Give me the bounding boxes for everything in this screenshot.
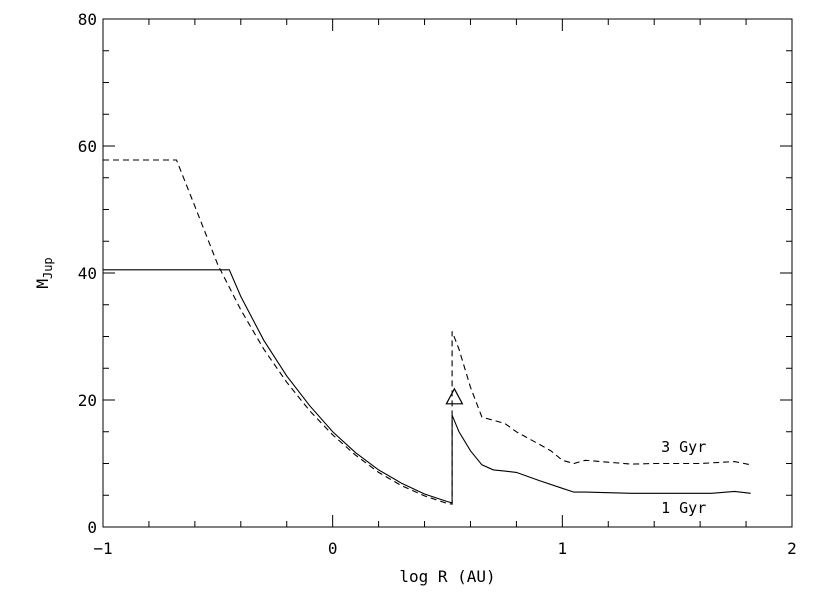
y-tick-label: 40 — [78, 264, 97, 283]
y-axis-label-main: M — [33, 279, 52, 289]
x-tick-label: 1 — [558, 539, 568, 558]
y-tick-label: 80 — [78, 10, 97, 29]
series-annotation: 3 Gyr — [661, 438, 706, 456]
y-tick-label: 60 — [78, 137, 97, 156]
triangle-marker — [445, 387, 464, 405]
series-line-3-gyr — [103, 159, 751, 505]
series-line-1-gyr — [103, 269, 751, 504]
y-tick-label: 0 — [87, 518, 97, 537]
x-tick-label: 0 — [328, 539, 338, 558]
y-axis-label: MJup — [33, 257, 55, 288]
x-tick-label: 2 — [787, 539, 797, 558]
y-axis-label-sub: Jup — [41, 257, 55, 279]
series-annotation: 1 Gyr — [661, 499, 706, 517]
y-tick-label: 20 — [78, 391, 97, 410]
x-axis-label: log R (AU) — [399, 567, 495, 586]
x-tick-label: −1 — [93, 539, 112, 558]
